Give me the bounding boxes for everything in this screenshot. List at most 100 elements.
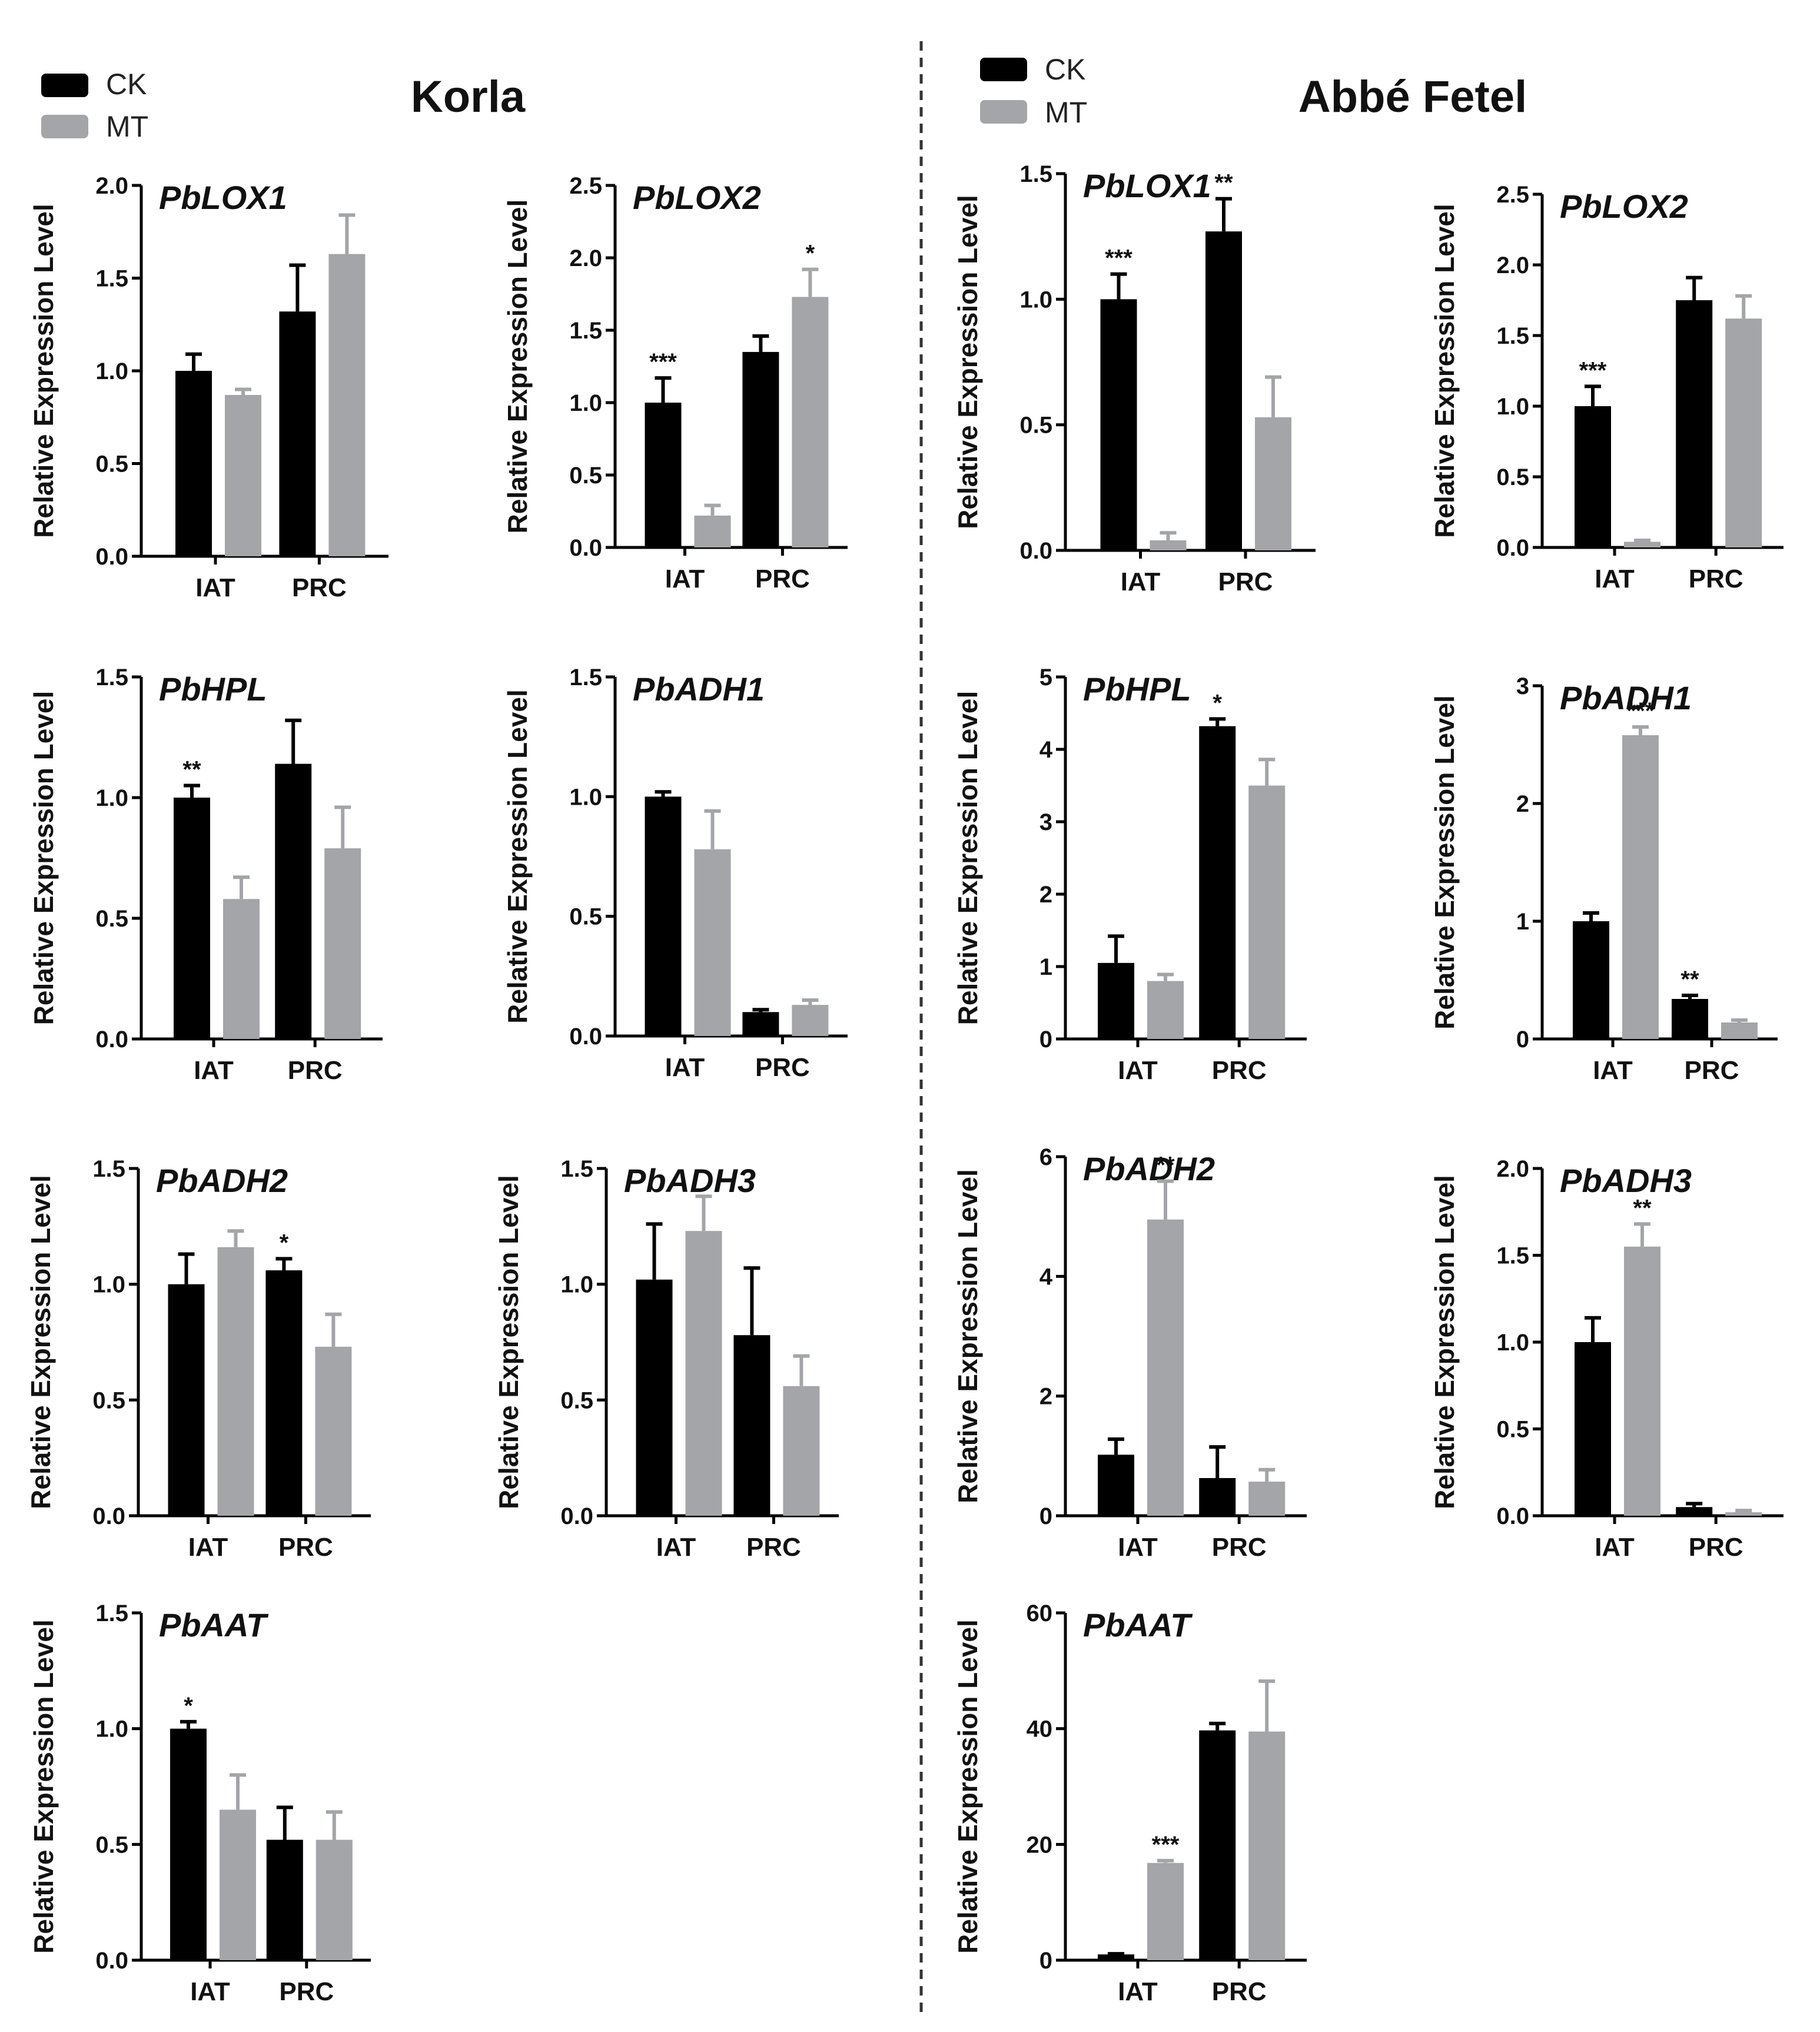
abbe-legend: CK MT bbox=[980, 53, 1087, 129]
x-tick-label: PRC bbox=[1218, 567, 1273, 596]
abbe-pbadh1-panel: 0 1 2 3 Relative Expression Level PbADH1 IAT **… bbox=[1429, 673, 1778, 1085]
x-tick-label: PRC bbox=[1212, 1056, 1267, 1085]
bar-ck bbox=[1199, 1730, 1236, 1960]
korla-pbhpl-panel: 0.0 0.5 1.0 1.5 Relative Expression Level PbH… bbox=[28, 665, 383, 1085]
bar-ck bbox=[1672, 999, 1708, 1039]
panel-title: PbADH1 bbox=[1560, 679, 1692, 716]
bar-mt bbox=[1721, 1022, 1758, 1039]
korla-pbadh3-panel: 0.0 0.5 1.0 1.5 Relative Expression Level PbA… bbox=[493, 1156, 839, 1562]
bar-ck bbox=[279, 311, 316, 556]
bar-mt bbox=[1622, 735, 1659, 1039]
bar-ck bbox=[175, 371, 212, 556]
panel-title: PbAAT bbox=[1083, 1606, 1193, 1643]
y-tick-label: 0.0 bbox=[560, 1503, 593, 1529]
y-tick-label: 0.0 bbox=[1496, 1503, 1529, 1529]
legend-label-ck: CK bbox=[1045, 53, 1085, 86]
x-tick-label: IAT bbox=[1118, 1977, 1158, 2006]
bar-mt bbox=[694, 515, 731, 547]
significance-label: ** bbox=[1633, 1195, 1652, 1221]
y-tick-label: 1.5 bbox=[569, 318, 602, 344]
korla-legend: CK MT bbox=[41, 68, 148, 143]
y-tick-label: 3 bbox=[1039, 809, 1052, 835]
y-tick-label: 0 bbox=[1039, 1503, 1052, 1529]
y-tick-label: 0.5 bbox=[1496, 1417, 1529, 1443]
bar-mt bbox=[328, 254, 366, 556]
panel-title: PbADH3 bbox=[1560, 1162, 1692, 1199]
y-tick-label: 2 bbox=[1039, 1384, 1052, 1410]
y-tick-label: 0.5 bbox=[569, 904, 602, 930]
x-tick-label: IAT bbox=[188, 1533, 228, 1562]
significance-label: ** bbox=[182, 757, 201, 783]
bar-mt bbox=[1248, 1731, 1286, 1960]
bar-ck bbox=[174, 798, 210, 1039]
x-tick-label: IAT bbox=[665, 565, 705, 593]
y-tick-label: 0.5 bbox=[569, 463, 602, 489]
y-axis-label: Relative Expression Level bbox=[1429, 1175, 1460, 1509]
x-tick-label: IAT bbox=[1595, 565, 1635, 593]
x-tick-label: IAT bbox=[1121, 567, 1161, 596]
y-tick-label: 0.0 bbox=[95, 544, 128, 570]
panel-title: PbLOX1 bbox=[159, 179, 287, 216]
y-tick-label: 1.0 bbox=[92, 1272, 125, 1298]
y-tick-label: 0.5 bbox=[95, 451, 128, 477]
bar-mt bbox=[1624, 542, 1660, 547]
y-tick-label: 0.0 bbox=[569, 535, 602, 561]
x-tick-label: PRC bbox=[1212, 1977, 1267, 2006]
bar-ck bbox=[168, 1284, 205, 1516]
y-tick-label: 2.5 bbox=[1496, 182, 1529, 208]
significance-label: *** bbox=[1579, 357, 1607, 383]
y-axis-label: Relative Expression Level bbox=[952, 1169, 983, 1503]
legend-swatch-mt bbox=[41, 115, 88, 138]
y-tick-label: 2.0 bbox=[1496, 253, 1529, 278]
y-axis-label: Relative Expression Level bbox=[952, 691, 983, 1025]
y-tick-label: 40 bbox=[1027, 1716, 1053, 1742]
bar-ck bbox=[733, 1335, 770, 1516]
x-tick-label: PRC bbox=[755, 1053, 810, 1082]
bar-mt bbox=[685, 1231, 722, 1516]
korla-pbaat-panel: 0.0 0.5 1.0 1.5 Relative Expression Level PbA… bbox=[28, 1601, 371, 2006]
y-axis-label: Relative Expression Level bbox=[28, 1619, 59, 1954]
bar-mt bbox=[220, 1809, 256, 1960]
bar-mt bbox=[1248, 785, 1286, 1039]
significance-label: *** bbox=[1105, 245, 1132, 271]
bar-ck bbox=[742, 351, 779, 547]
bar-mt bbox=[1624, 1246, 1660, 1516]
panel-title: PbLOX1 bbox=[1083, 167, 1211, 204]
panel-title: PbADH1 bbox=[633, 670, 765, 708]
y-tick-label: 0.0 bbox=[1496, 535, 1529, 561]
bar-ck bbox=[742, 1012, 779, 1036]
significance-label: * bbox=[806, 241, 815, 267]
y-tick-label: 1.0 bbox=[569, 784, 602, 810]
abbe-fetel-title: Abbé Fetel bbox=[1298, 72, 1527, 122]
y-tick-label: 0.0 bbox=[92, 1503, 125, 1529]
x-tick-label: PRC bbox=[288, 1056, 343, 1085]
significance-label: *** bbox=[649, 349, 677, 375]
legend-swatch-ck bbox=[41, 74, 88, 97]
korla-title: Korla bbox=[411, 72, 526, 122]
chart-panels: 0.0 0.5 1.0 1.5 2.0 Relative Expression Level… bbox=[25, 161, 1784, 2006]
korla-pbadh2-panel: 0.0 0.5 1.0 1.5 Relative Expression Level PbA… bbox=[25, 1156, 371, 1562]
bar-ck bbox=[636, 1279, 673, 1516]
y-tick-label: 0.5 bbox=[95, 1832, 128, 1858]
x-tick-label: PRC bbox=[755, 565, 810, 593]
bar-mt bbox=[225, 394, 261, 556]
bar-mt bbox=[1147, 981, 1184, 1039]
bar-mt bbox=[223, 899, 260, 1039]
y-tick-label: 0.0 bbox=[95, 1948, 128, 1974]
bar-mt bbox=[324, 848, 361, 1039]
y-tick-label: 5 bbox=[1039, 665, 1052, 690]
y-tick-label: 2 bbox=[1516, 791, 1529, 817]
y-tick-label: 2.0 bbox=[95, 173, 128, 199]
bar-mt bbox=[315, 1840, 353, 1960]
y-tick-label: 1.5 bbox=[1019, 161, 1052, 187]
bar-ck bbox=[1676, 300, 1713, 547]
y-tick-label: 1.0 bbox=[95, 785, 128, 811]
y-tick-label: 0 bbox=[1516, 1027, 1529, 1052]
abbe-pbaat-panel: 0 20 40 60 Relative Expression Level PbAAT IAT… bbox=[952, 1601, 1307, 2006]
y-tick-label: 0.0 bbox=[1019, 538, 1052, 564]
legend-label-mt: MT bbox=[106, 110, 148, 143]
y-tick-label: 1.5 bbox=[1496, 1243, 1529, 1269]
y-tick-label: 3 bbox=[1516, 673, 1529, 699]
y-tick-label: 0.5 bbox=[1496, 464, 1529, 490]
y-axis-label: Relative Expression Level bbox=[502, 200, 533, 534]
